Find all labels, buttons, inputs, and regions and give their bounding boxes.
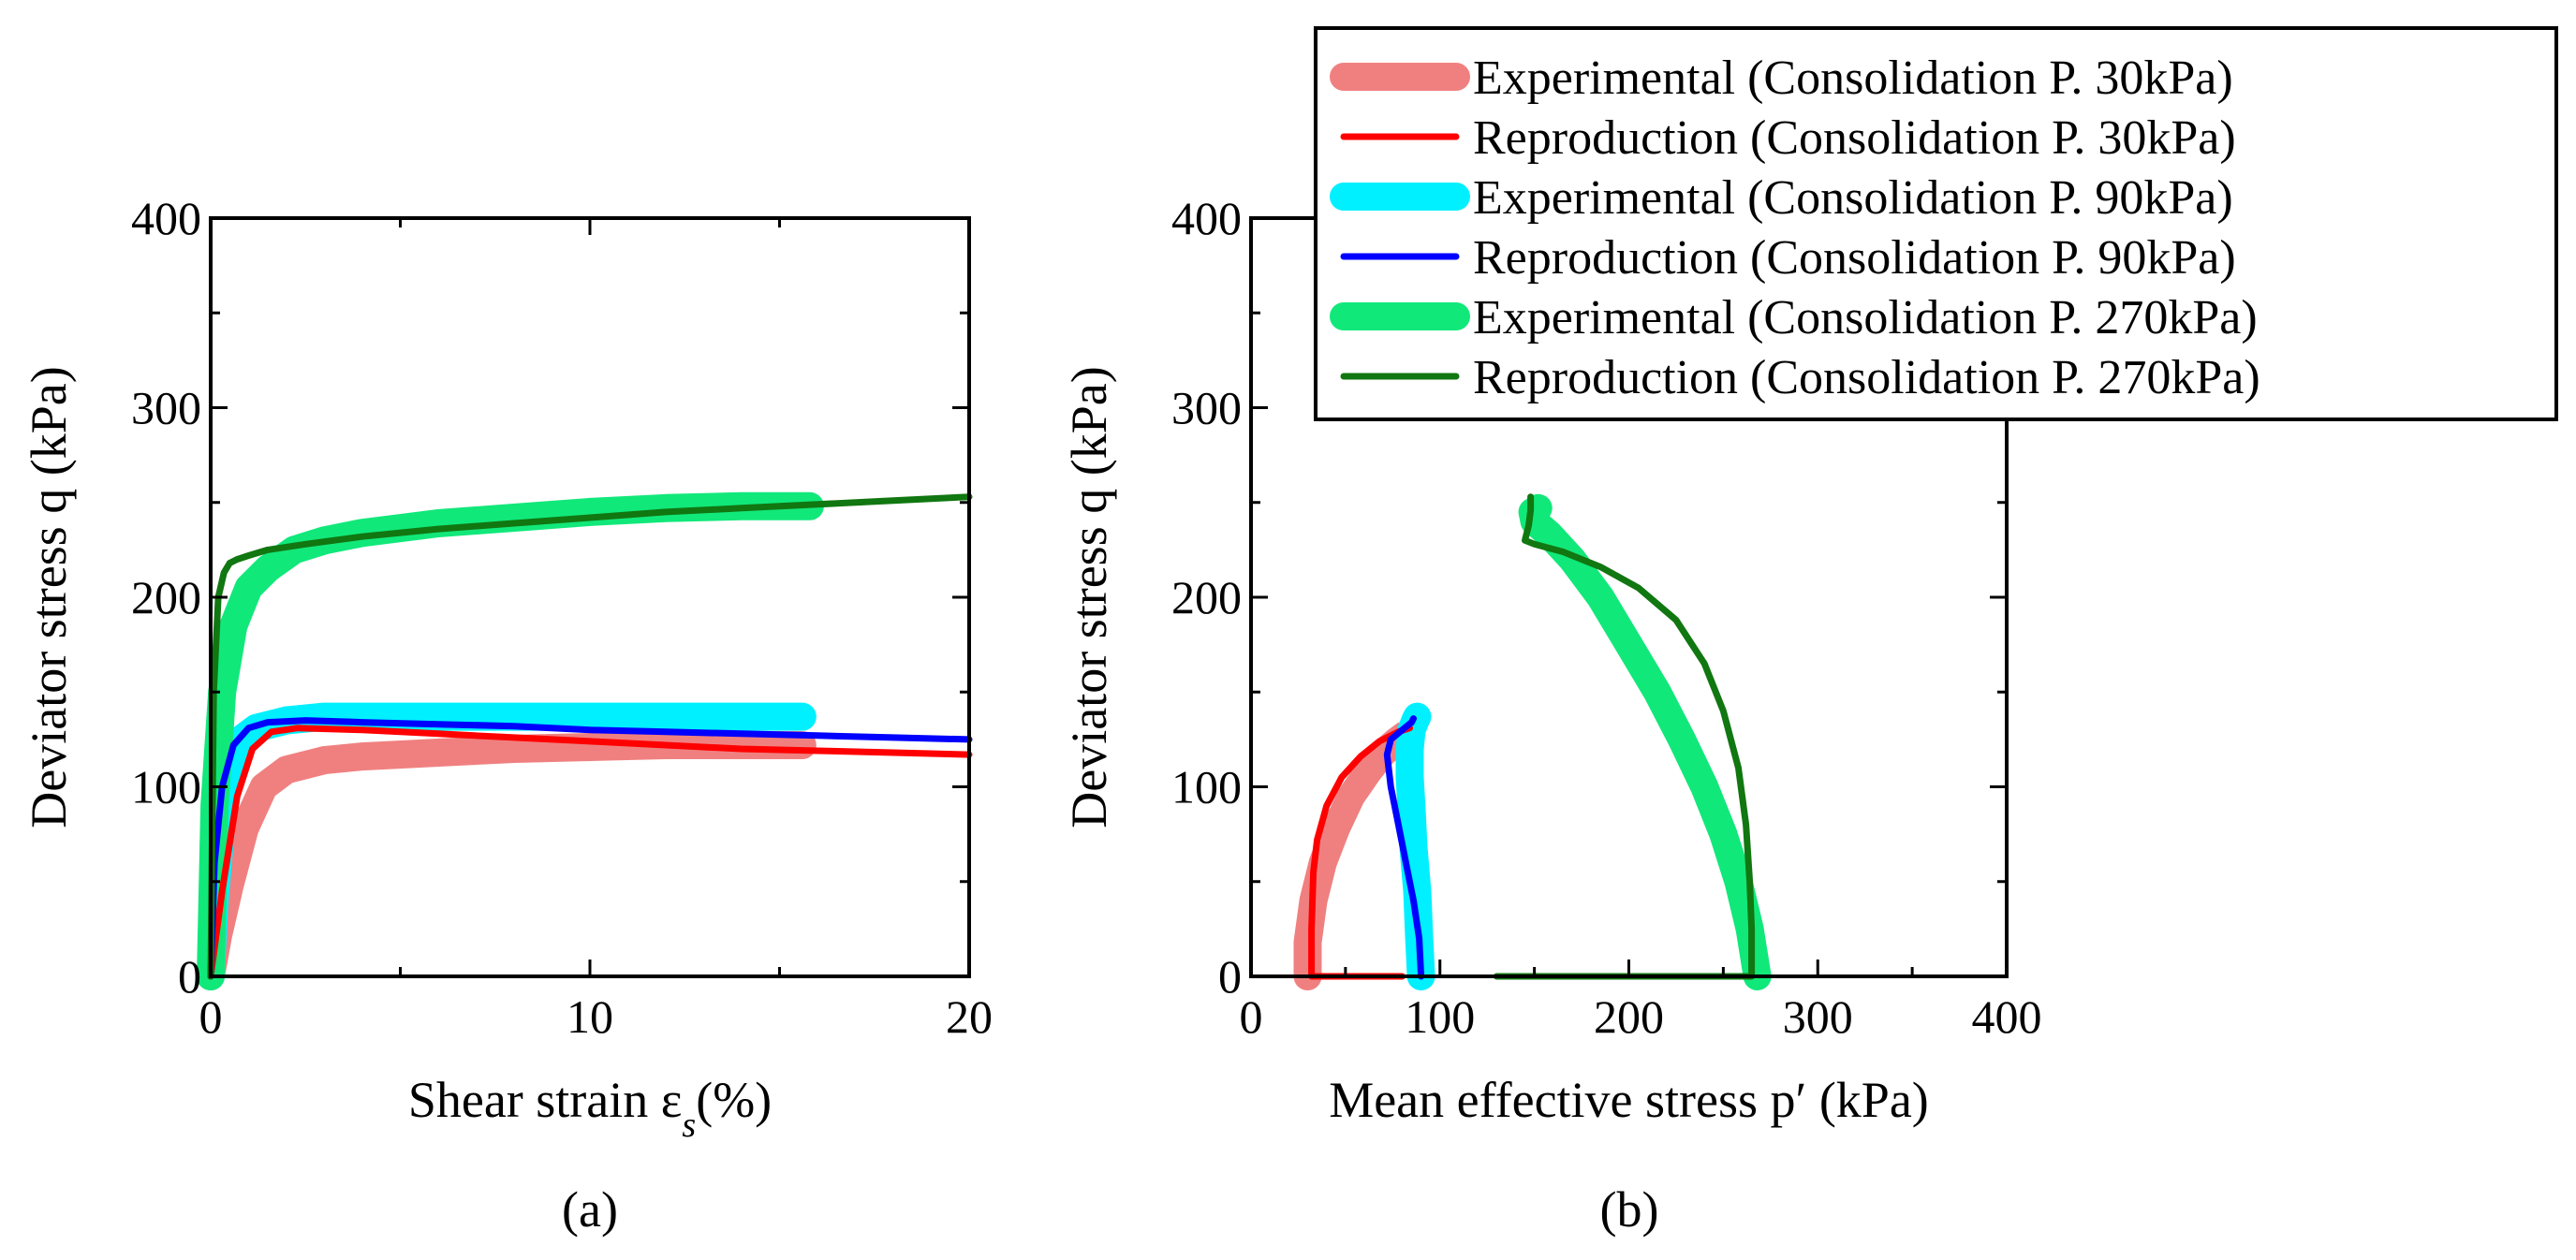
series-b-5-experimental: [1518, 493, 1772, 990]
legend-label-3: Experimental (Consolidation P. 90kPa): [1473, 171, 2233, 225]
series-a-6-reproduction: [207, 493, 973, 980]
legend-label-2: Reproduction (Consolidation P. 30kPa): [1473, 111, 2236, 165]
legend-label-6: Reproduction (Consolidation P. 270kPa): [1473, 351, 2260, 404]
x-tick-label-b-400: 400: [1972, 990, 2042, 1043]
y-tick-label-b-300: 300: [1171, 382, 1242, 434]
panel-label-b: (b): [1600, 1181, 1659, 1238]
x-tick-label-b-100: 100: [1405, 990, 1475, 1043]
y-tick-label-a-100: 100: [131, 761, 201, 813]
x-axis-label-subscript-a: s: [682, 1106, 696, 1145]
y-axis-label-b: Deviator stress q (kPa): [1061, 366, 1117, 828]
y-tick-label-b-400: 400: [1171, 192, 1242, 244]
y-tick-label-a-200: 200: [131, 571, 201, 623]
series-a-1-experimental: [197, 731, 817, 990]
panel-label-a: (a): [562, 1181, 618, 1238]
x-tick-label-b-300: 300: [1783, 990, 1853, 1043]
x-tick-label-b-200: 200: [1594, 990, 1664, 1043]
legend-label-4: Reproduction (Consolidation P. 90kPa): [1473, 231, 2236, 285]
series-a-2-reproduction: [207, 725, 973, 980]
x-axis-label-a: Shear strain εs(%): [408, 1072, 772, 1145]
x-tick-label-a-0: 0: [199, 990, 223, 1043]
y-tick-label-a-400: 400: [131, 192, 201, 244]
x-tick-label-b-0: 0: [1240, 990, 1263, 1043]
legend: Experimental (Consolidation P. 30kPa) Rep…: [1314, 26, 2558, 421]
legend-box: [1314, 26, 2558, 421]
legend-label-5: Experimental (Consolidation P. 270kPa): [1473, 291, 2258, 344]
x-axis-label-b: Mean effective stress p′ (kPa): [1329, 1072, 1929, 1128]
series-a-4-reproduction: [207, 717, 973, 980]
series-b-2-reproduction: [1308, 725, 1413, 980]
y-axis-label-a: Deviator stress q (kPa): [21, 366, 77, 828]
legend-label-1: Experimental (Consolidation P. 30kPa): [1473, 51, 2233, 105]
y-tick-label-a-300: 300: [131, 382, 201, 434]
y-tick-label-b-0: 0: [1218, 950, 1242, 1003]
series-b-6-reproduction: [1493, 493, 1756, 980]
panel-b-chart: 0 100 200 300 400 0 100 200 300 400 Deviator stres…: [1061, 192, 2042, 1238]
y-tick-label-a-0: 0: [178, 950, 201, 1003]
x-tick-label-a-10: 10: [567, 990, 613, 1043]
y-tick-label-b-200: 200: [1171, 571, 1242, 623]
series-b-4-reproduction: [1383, 715, 1425, 980]
x-axis-label-suffix-a: (%): [696, 1072, 772, 1128]
x-tick-label-a-20: 20: [946, 990, 993, 1043]
y-tick-label-b-100: 100: [1171, 761, 1242, 813]
plot-frame-a: [209, 216, 971, 978]
